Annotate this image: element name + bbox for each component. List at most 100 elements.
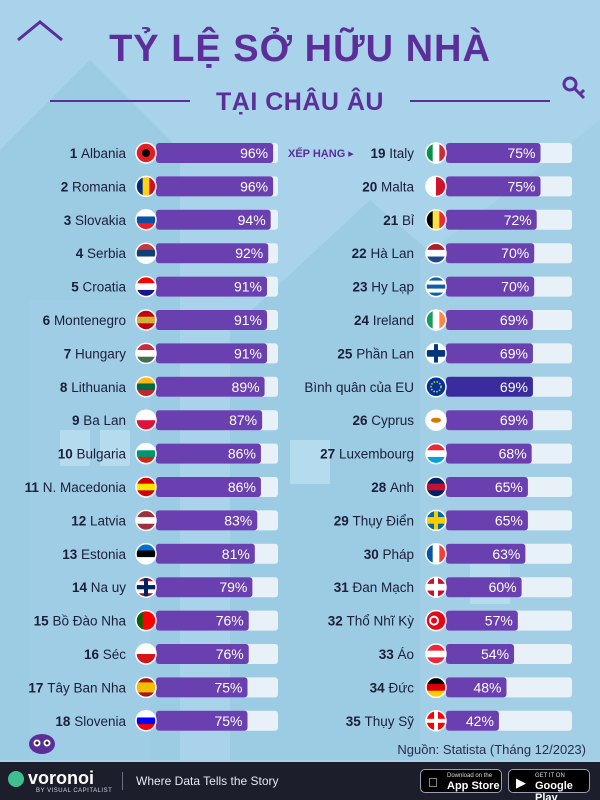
bar-row: 69% 24 Ireland [354, 309, 572, 331]
google-play-button[interactable]: ▶ GET IT ON Google Play [508, 769, 590, 800]
bar [446, 644, 515, 664]
bar [446, 143, 541, 163]
bar [446, 477, 528, 497]
bar-row: 91% 6 Montenegro [43, 309, 278, 331]
bar-value-label: 96% [240, 145, 268, 161]
country-label: 28 Anh [371, 480, 414, 495]
bar [156, 276, 268, 297]
bar [156, 343, 268, 364]
country-label: 12 Latvia [71, 513, 126, 528]
bar [446, 577, 522, 598]
bar-row: 75% 19 Italy [370, 142, 572, 164]
bar-value-label: 69% [500, 312, 528, 328]
flag-icon [135, 609, 157, 632]
country-label: 9 Ba Lan [72, 413, 126, 428]
country-label: 20 Malta [362, 179, 414, 194]
flag-icon [135, 409, 157, 431]
bar-value-label: 87% [229, 412, 257, 428]
bar-row: 92% 4 Serbia [76, 242, 278, 264]
bar-value-label: 86% [228, 479, 256, 495]
bar-value-label: 65% [495, 512, 523, 528]
bar-row: 75% 20 Malta [362, 175, 572, 198]
flag-icon [135, 509, 157, 532]
bar-row: 91% 7 Hungary [64, 342, 278, 365]
bar-value-label: 69% [500, 412, 528, 428]
country-label: 7 Hungary [64, 346, 127, 361]
country-label: 23 Hy Lạp [352, 280, 414, 295]
bar-value-label: 57% [485, 613, 513, 629]
bar-row: 42% 35 Thụy Sỹ [346, 710, 572, 732]
title-line-left [50, 100, 190, 102]
bar-value-label: 54% [481, 646, 509, 662]
flag-icon [135, 142, 157, 164]
app-store-small-text: Download on the [447, 773, 493, 779]
mascot-icon [29, 734, 55, 754]
play-icon: ▶ [516, 775, 526, 790]
flag-icon [425, 476, 447, 498]
country-label: 26 Cyprus [352, 413, 414, 428]
bar-value-label: 89% [232, 379, 260, 395]
bar [446, 209, 537, 230]
flag-icon [135, 643, 157, 665]
bar-row: 94% 3 Slovakia [64, 209, 278, 231]
flag-icon [135, 209, 157, 231]
bar-value-label: 70% [501, 245, 529, 261]
bar-value-label: 81% [222, 546, 250, 562]
bar-row: 69% 25 Phần Lan [337, 342, 572, 365]
country-label: 13 Estonia [62, 547, 126, 562]
bar [156, 143, 274, 163]
bar-value-label: 48% [473, 679, 501, 695]
bar-row: 79% 14 Na uy [72, 576, 278, 598]
footer-divider [122, 772, 123, 790]
bar-value-label: 42% [466, 713, 494, 729]
bar-row: 87% 9 Ba Lan [72, 409, 278, 431]
flag-icon [135, 309, 157, 331]
app-store-button[interactable]:  Download on the App Store [420, 769, 502, 793]
bar-row: 72% 21 Bỉ [383, 209, 572, 231]
flag-icon [425, 309, 447, 331]
bar [156, 310, 268, 330]
bar [446, 243, 535, 264]
bar-row: 57% 32 Thổ Nhĩ Kỳ [328, 609, 572, 632]
country-label: 14 Na uy [72, 580, 126, 595]
bar [156, 677, 248, 698]
bar-value-label: 69% [500, 345, 528, 361]
country-label: 5 Croatia [71, 280, 126, 295]
bar [156, 710, 248, 731]
bar [446, 310, 533, 330]
bar-value-label: 91% [234, 312, 262, 328]
bar [156, 176, 274, 197]
bar-value-label: 75% [507, 145, 535, 161]
bar-row: 69% 26 Cyprus [352, 409, 572, 431]
bar [156, 443, 261, 464]
flag-icon [135, 175, 157, 198]
country-label: 32 Thổ Nhĩ Kỳ [328, 614, 415, 629]
country-label: 30 Pháp [364, 547, 414, 562]
title-line-right [410, 100, 550, 102]
flag-icon [425, 275, 447, 298]
bar [156, 477, 261, 497]
bar-value-label: 75% [507, 178, 535, 194]
flag-icon [425, 376, 447, 398]
flag-icon [425, 209, 447, 231]
flag-icon [425, 242, 447, 264]
flag-icon [425, 409, 447, 431]
bar-value-label: 91% [234, 279, 262, 295]
flag-icon [425, 676, 447, 699]
bar-row: 76% 15 Bồ Đào Nha [34, 609, 278, 632]
bar-row: 69% Bình quân của EU [304, 376, 572, 398]
bar-row: 48% 34 Đức [370, 676, 572, 699]
brand-name: voronoi [28, 768, 94, 788]
flag-icon [135, 275, 157, 298]
country-label: 24 Ireland [354, 313, 414, 328]
bar [156, 644, 249, 664]
country-label: 8 Lithuania [60, 380, 127, 395]
bar-row: 70% 22 Hà Lan [352, 242, 572, 264]
country-label: 19 Italy [370, 146, 414, 161]
flag-icon [425, 543, 447, 565]
flag-icon [425, 643, 447, 665]
bar-value-label: 96% [240, 178, 268, 194]
country-label: 15 Bồ Đào Nha [34, 614, 127, 629]
bar-value-label: 92% [235, 245, 263, 261]
